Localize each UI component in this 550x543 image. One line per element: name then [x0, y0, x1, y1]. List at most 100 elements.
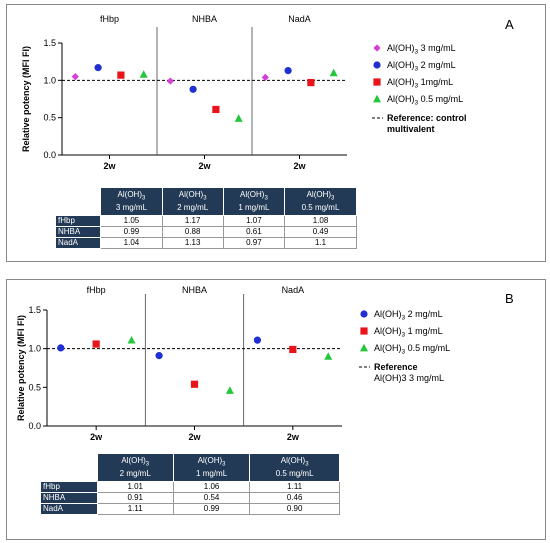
- legend-marker: [373, 78, 381, 86]
- table-header: Al(OH)3 0.5 mg/mL: [249, 452, 340, 483]
- y-tick-label: 0.0: [28, 421, 41, 431]
- table-row: NHBA 0.91 0.54 0.46: [40, 492, 340, 505]
- row-label: NadA: [54, 237, 102, 250]
- data-point: [71, 73, 79, 81]
- y-tick-label: 1.5: [28, 305, 41, 315]
- antigen-label: NHBA: [192, 14, 217, 24]
- legend-label: Al(OH)3 3 mg/mL: [387, 43, 456, 56]
- table-row: NadA 1.04 1.13 0.97 1.1: [54, 237, 357, 250]
- y-axis-label: Relative potency (MFI FI): [21, 46, 31, 152]
- legend-marker: [360, 310, 368, 318]
- legend-marker: [360, 343, 368, 352]
- data-point: [94, 64, 102, 72]
- table-header: Al(OH)3 1 mg/mL: [172, 452, 251, 483]
- table-cell: 0.90: [249, 503, 340, 516]
- legend-label: Al(OH)3 0.5 mg/mL: [387, 94, 463, 107]
- table-row: NadA 1.11 0.99 0.90: [40, 503, 340, 516]
- table-cell: 1.1: [284, 237, 357, 250]
- legend-label: Al(OH)3 2 mg/mL: [374, 309, 443, 322]
- panel-letter: A: [505, 17, 514, 32]
- antigen-label: NHBA: [182, 285, 207, 295]
- data-point: [190, 380, 199, 388]
- data-point: [127, 335, 136, 344]
- data-point: [212, 105, 220, 114]
- table-cell: 0.54: [172, 492, 251, 505]
- data-point: [324, 352, 333, 360]
- data-point: [189, 85, 197, 93]
- data-point: [166, 77, 174, 85]
- y-axis-label: Relative potency (MFI FI): [16, 315, 26, 421]
- table-row: NHBA 0.99 0.88 0.61 0.49: [54, 226, 357, 239]
- data-point: [307, 78, 315, 87]
- data-point: [139, 70, 148, 78]
- table-cell: 0.61: [222, 226, 286, 239]
- table-cell: 1.07: [222, 215, 286, 228]
- table-cell: 1.05: [100, 215, 163, 228]
- table-cell: 0.88: [161, 226, 224, 239]
- legend-label: Al(OH)3 1 mg/mL: [374, 326, 443, 339]
- table-cell: 1.17: [161, 215, 224, 228]
- table-cell: 0.97: [222, 237, 286, 250]
- table-cell: 1.04: [100, 237, 163, 250]
- legend-marker: [373, 61, 381, 69]
- row-label: fHbp: [54, 215, 102, 228]
- legend-reference-label-2: Al(OH)3 3 mg/mL: [374, 373, 444, 383]
- legend-label: Al(OH)3 1mg/mL: [387, 77, 453, 90]
- table-cell: 1.08: [284, 215, 357, 228]
- row-label: NadA: [40, 503, 98, 516]
- legend-reference-label: Reference: control: [387, 113, 467, 123]
- data-point: [57, 344, 65, 352]
- table-cell: 1.13: [161, 237, 224, 250]
- table-header: Al(OH)3 3 mg/mL: [100, 186, 163, 217]
- row-label: NHBA: [40, 492, 98, 505]
- data-point: [289, 345, 297, 354]
- table-a: Al(OH)3 3 mg/mL Al(OH)3 2 mg/mL Al(OH)3 1 mg/…: [54, 186, 357, 250]
- x-tick-label: 2w: [287, 432, 300, 442]
- legend-label: Al(OH)3 2 mg/mL: [387, 60, 456, 73]
- data-point: [253, 336, 262, 344]
- data-point: [261, 73, 269, 81]
- row-label: fHbp: [40, 481, 98, 494]
- table-cell: 1.11: [249, 481, 340, 494]
- table-header: Al(OH)3 2 mg/mL: [96, 452, 174, 483]
- x-tick-label: 2w: [188, 432, 201, 442]
- table-header: Al(OH)3 2 mg/mL: [161, 186, 224, 217]
- y-tick-label: 1.0: [43, 75, 56, 85]
- antigen-label: fHbp: [87, 285, 106, 295]
- x-tick-label: 2w: [293, 161, 306, 171]
- table-cell: 0.99: [100, 226, 163, 239]
- antigen-label: NadA: [288, 14, 311, 24]
- row-label: NHBA: [54, 226, 102, 239]
- antigen-label: NadA: [282, 285, 305, 295]
- x-tick-label: 2w: [90, 432, 103, 442]
- legend-marker: [373, 94, 381, 103]
- data-point: [225, 386, 234, 394]
- table-cell: 0.99: [172, 503, 251, 516]
- table-row: fHbp 1.01 1.06 1.11: [40, 481, 340, 494]
- y-tick-label: 0.5: [43, 113, 56, 123]
- y-tick-label: 0.0: [43, 150, 56, 160]
- x-tick-label: 2w: [198, 161, 211, 171]
- table-cell: 0.46: [249, 492, 340, 505]
- data-point: [92, 340, 100, 348]
- table-header: Al(OH)3 0.5 mg/mL: [284, 186, 357, 217]
- y-tick-label: 1.0: [28, 344, 41, 354]
- y-tick-label: 0.5: [28, 382, 41, 392]
- table-cell: 0.49: [284, 226, 357, 239]
- legend-marker: [360, 327, 368, 335]
- data-point: [329, 68, 338, 77]
- table-cell: 0.91: [96, 492, 174, 505]
- legend-label: Al(OH)3 0.5 mg/mL: [374, 343, 450, 356]
- legend-marker: [373, 44, 381, 52]
- legend-reference-label: Reference: [374, 362, 418, 372]
- data-point: [234, 114, 243, 122]
- table-cell: 1.11: [96, 503, 174, 516]
- table-row: fHbp 1.05 1.17 1.07 1.08: [54, 215, 357, 228]
- x-tick-label: 2w: [103, 161, 116, 171]
- y-tick-label: 1.5: [43, 38, 56, 48]
- panel-a: 0.0 0.5 1.0 1.5 Relative potency (MFI FI) fHb…: [6, 4, 546, 262]
- panel-letter: B: [505, 291, 514, 306]
- table-b: Al(OH)3 2 mg/mL Al(OH)3 1 mg/mL Al(OH)3 0.5 m…: [40, 452, 340, 516]
- legend-reference-label-2: multivalent: [387, 124, 435, 134]
